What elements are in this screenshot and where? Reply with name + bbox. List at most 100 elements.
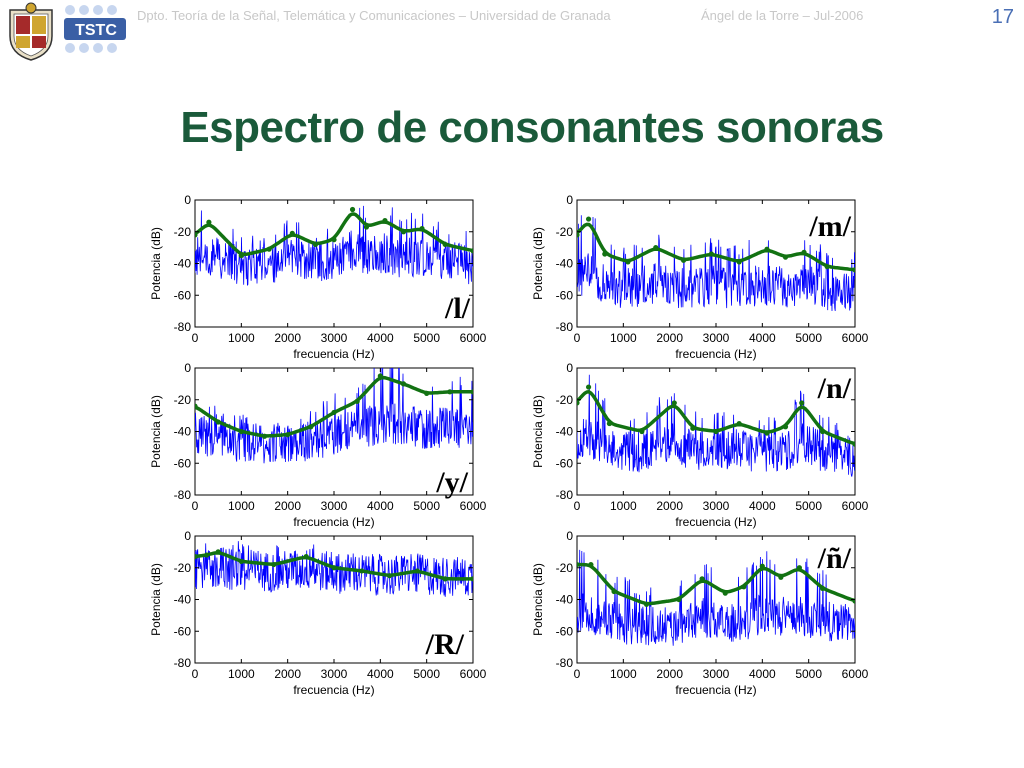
x-axis-label: frecuencia (Hz) <box>293 347 374 361</box>
envelope-point <box>577 400 580 406</box>
envelope-point <box>824 264 830 270</box>
blue-spectrum-line <box>195 205 473 286</box>
envelope-point <box>266 246 272 252</box>
envelope-point <box>400 381 407 387</box>
y-axis-label: Potencia (dB) <box>531 227 545 300</box>
envelope-point <box>778 574 784 580</box>
university-crest-icon <box>9 2 53 61</box>
envelope-point <box>261 433 268 439</box>
green-envelope-line <box>577 562 855 606</box>
x-tick-label: 1000 <box>610 667 637 681</box>
envelope-point <box>852 267 855 273</box>
envelope-point <box>470 248 473 254</box>
envelope-point <box>303 554 309 560</box>
envelope-point <box>676 596 682 603</box>
spectrum-plot: 0 1000 2000 3000 4000 5000 6000 0 -20 -40 -60 -80 fr… <box>531 529 869 697</box>
x-tick-label: 4000 <box>367 667 394 681</box>
envelope-point <box>713 428 719 435</box>
x-tick-label: 0 <box>574 331 581 345</box>
slide-header: TSTC Dpto. Teoría de la Señal, Telemátic… <box>0 0 1024 64</box>
y-tick-label: -20 <box>174 561 192 575</box>
x-axis-label: frecuencia (Hz) <box>675 347 756 361</box>
page-title: Espectro de consonantes sonoras <box>180 103 884 152</box>
y-tick-label: -40 <box>174 593 192 607</box>
envelope-point <box>643 601 650 607</box>
envelope-point <box>354 398 360 404</box>
phoneme-label: /n/ <box>817 372 852 405</box>
x-tick-label: 1000 <box>610 499 637 513</box>
spectrum-plot: 0 1000 2000 3000 4000 5000 6000 0 -20 -40 -60 -80 fr… <box>531 361 869 529</box>
envelope-point <box>400 229 407 235</box>
department-text: Dpto. Teoría de la Señal, Telemática y C… <box>137 8 611 23</box>
x-tick-label: 3000 <box>703 499 730 513</box>
y-tick-label: -20 <box>174 225 192 239</box>
x-tick-label: 0 <box>574 499 581 513</box>
envelope-point <box>639 428 645 435</box>
envelope-point <box>215 549 221 555</box>
envelope-point <box>312 241 319 248</box>
x-tick-label: 5000 <box>413 499 440 513</box>
x-tick-label: 2000 <box>274 499 301 513</box>
y-tick-label: -80 <box>174 488 192 502</box>
x-tick-label: 6000 <box>460 331 487 345</box>
y-tick-label: -60 <box>556 456 574 470</box>
plot-area <box>577 549 855 646</box>
y-tick-label: -40 <box>556 425 574 439</box>
envelope-point <box>424 390 430 396</box>
envelope-point <box>585 216 592 222</box>
envelope-point <box>238 428 244 435</box>
x-tick-label: 5000 <box>795 331 822 345</box>
plot-area <box>577 374 855 477</box>
envelope-point <box>349 206 356 213</box>
envelope-point <box>653 245 659 251</box>
x-tick-label: 4000 <box>367 499 394 513</box>
y-tick-label: 0 <box>184 193 191 207</box>
y-tick-label: 0 <box>184 361 191 375</box>
envelope-point <box>577 561 580 568</box>
envelope-point <box>819 428 826 435</box>
y-tick-label: -20 <box>556 225 574 239</box>
x-tick-label: 6000 <box>460 667 487 681</box>
x-tick-label: 6000 <box>460 499 487 513</box>
envelope-point <box>331 409 337 416</box>
envelope-point <box>588 561 594 568</box>
envelope-point <box>585 384 592 390</box>
y-tick-label: -60 <box>174 624 192 638</box>
phoneme-label: /m/ <box>808 210 851 243</box>
envelope-point <box>331 565 337 571</box>
x-tick-label: 5000 <box>795 667 822 681</box>
y-axis-label: Potencia (dB) <box>149 395 163 468</box>
envelope-point <box>782 424 789 430</box>
envelope-point <box>801 249 807 255</box>
y-tick-label: -60 <box>174 456 192 470</box>
envelope-point <box>419 225 425 232</box>
envelope-point <box>671 400 677 406</box>
page-number: 17 <box>991 6 1014 28</box>
x-tick-label: 3000 <box>703 667 730 681</box>
envelope-point <box>442 576 448 582</box>
x-tick-label: 1000 <box>228 499 255 513</box>
y-axis-label: Potencia (dB) <box>149 227 163 300</box>
x-axis-label: frecuencia (Hz) <box>675 683 756 697</box>
y-tick-label: -80 <box>556 320 574 334</box>
x-tick-label: 1000 <box>610 331 637 345</box>
x-tick-label: 1000 <box>228 331 255 345</box>
y-tick-label: 0 <box>566 529 573 543</box>
envelope-point <box>359 568 365 574</box>
phoneme-label: /ñ/ <box>817 542 852 575</box>
x-tick-label: 5000 <box>413 331 440 345</box>
envelope-point <box>625 259 631 265</box>
envelope-point <box>470 389 473 395</box>
y-tick-label: -20 <box>174 393 192 407</box>
envelope-point <box>699 576 705 582</box>
envelope-point <box>741 584 747 590</box>
spectrum-plot: 0 1000 2000 3000 4000 5000 6000 0 -20 -40 -60 -80 fr… <box>149 529 487 697</box>
envelope-point <box>382 218 388 224</box>
envelope-point <box>195 232 198 238</box>
plot-area <box>195 205 473 286</box>
envelope-point <box>285 432 291 438</box>
x-tick-label: 4000 <box>367 331 394 345</box>
envelope-point <box>611 588 617 595</box>
spectrum-plot: 0 1000 2000 3000 4000 5000 6000 0 -20 -40 -60 -80 fr… <box>149 361 487 529</box>
